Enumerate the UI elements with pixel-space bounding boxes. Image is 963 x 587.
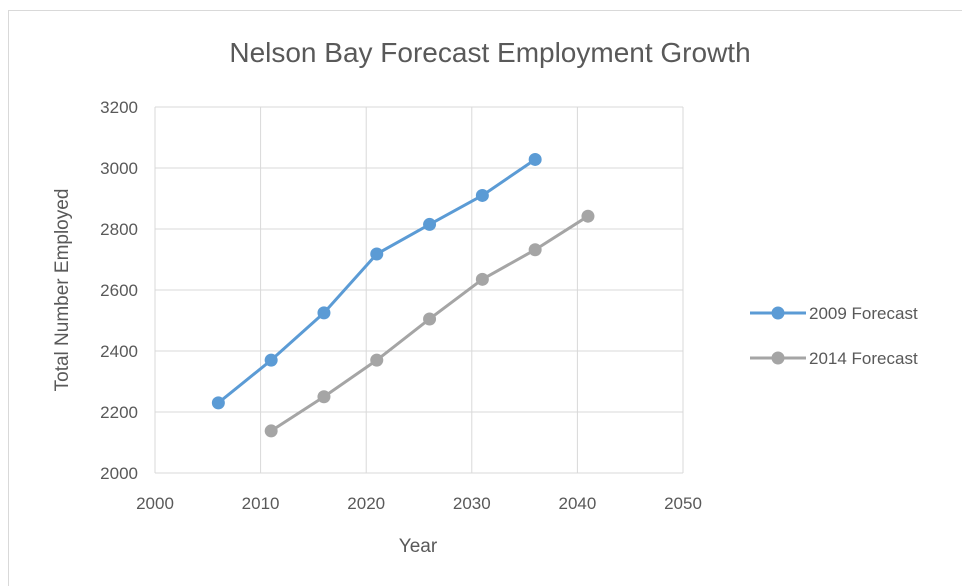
legend: 2009 Forecast 2014 Forecast	[750, 304, 918, 368]
series-group	[211, 152, 595, 438]
data-point	[211, 396, 225, 410]
legend-marker	[771, 351, 785, 365]
tick-labels: 2000 2200 2400 2600 2800 3000 3200 2000 2010 2020…	[100, 98, 702, 513]
legend-label: 2009 Forecast	[809, 304, 918, 323]
x-tick-label: 2050	[664, 494, 702, 513]
y-tick-label: 2600	[100, 281, 138, 300]
y-tick-label: 3000	[100, 159, 138, 178]
chart-title: Nelson Bay Forecast Employment Growth	[229, 37, 750, 68]
data-point	[317, 306, 331, 320]
data-point	[528, 152, 542, 166]
y-tick-label: 2200	[100, 403, 138, 422]
gridlines	[154, 106, 684, 474]
legend-item-0: 2009 Forecast	[750, 304, 918, 323]
series-1	[264, 209, 595, 438]
data-point	[264, 353, 278, 367]
data-point	[528, 243, 542, 257]
y-tick-label: 3200	[100, 98, 138, 117]
y-axis-label: Total Number Employed	[52, 189, 73, 392]
x-tick-label: 2030	[453, 494, 491, 513]
data-point	[317, 390, 331, 404]
data-point	[475, 188, 489, 202]
x-tick-label: 2040	[558, 494, 596, 513]
x-tick-label: 2010	[242, 494, 280, 513]
x-tick-label: 2000	[136, 494, 174, 513]
y-tick-label: 2800	[100, 220, 138, 239]
data-point	[581, 209, 595, 223]
y-tick-label: 2000	[100, 464, 138, 483]
data-point	[475, 272, 489, 286]
data-point	[264, 424, 278, 438]
data-point	[370, 247, 384, 261]
legend-marker	[771, 306, 785, 320]
x-axis-label: Year	[399, 536, 438, 557]
x-tick-label: 2020	[347, 494, 385, 513]
legend-label: 2014 Forecast	[809, 349, 918, 368]
series-0	[211, 152, 542, 410]
chart-frame	[8, 10, 962, 586]
data-point	[370, 353, 384, 367]
y-tick-label: 2400	[100, 342, 138, 361]
data-point	[423, 217, 437, 231]
data-point	[423, 312, 437, 326]
legend-item-1: 2014 Forecast	[750, 349, 918, 368]
